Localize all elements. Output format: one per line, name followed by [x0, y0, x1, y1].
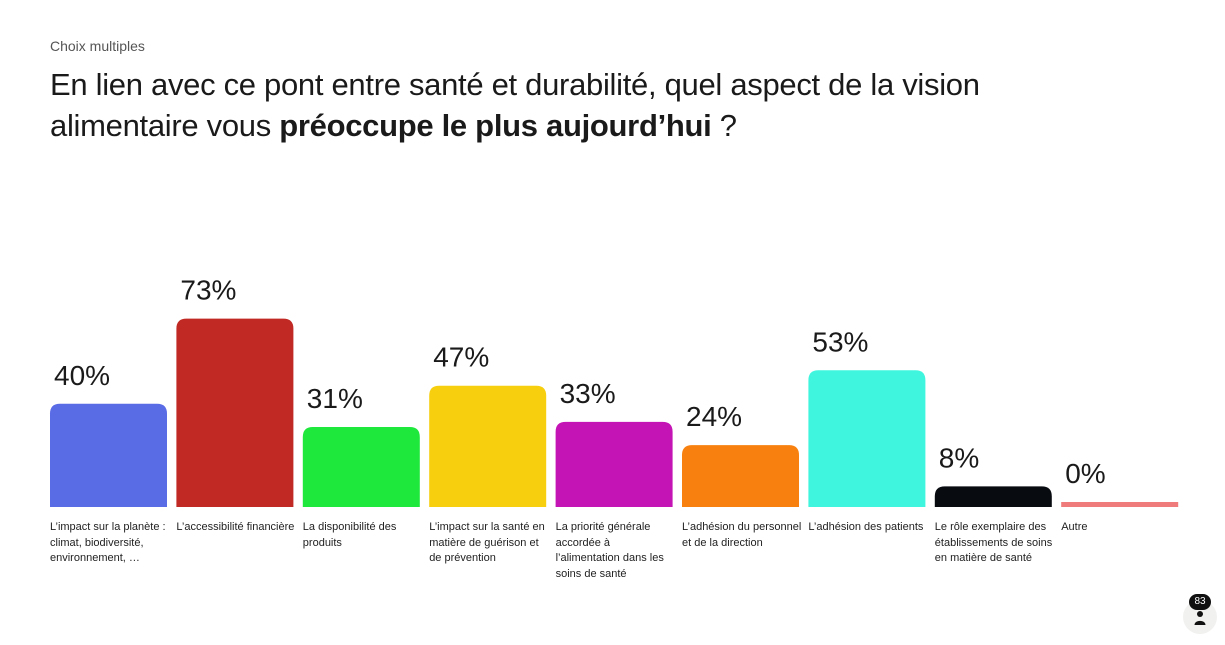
responses-count-badge: 83: [1189, 594, 1211, 610]
category-label-7: L’adhésion des patients: [808, 521, 924, 533]
value-label-2: 73%: [180, 275, 236, 306]
category-label-8: Le rôle exemplaire des établissements de…: [934, 521, 1053, 564]
category-label-2: L’accessibilité financière: [176, 521, 295, 533]
category-label-1: L’impact sur la planète : climat, biodiv…: [50, 521, 166, 564]
bar-2: [176, 318, 294, 507]
value-label-8: 8%: [939, 442, 979, 473]
question-text-part1: En lien avec ce pont entre santé et dura…: [50, 67, 980, 143]
value-label-5: 33%: [560, 378, 616, 409]
category-label-3: La disponibilité des produits: [302, 521, 397, 549]
category-label-4: L’impact sur la santé en matière de guér…: [429, 521, 545, 564]
bar-4: [429, 385, 547, 507]
value-label-4: 47%: [433, 342, 489, 373]
question-text-bold: préoccupe le plus aujourd’hui: [279, 108, 712, 143]
person-icon: [1194, 611, 1206, 625]
value-label-3: 31%: [307, 383, 363, 414]
bar-6: [682, 445, 799, 507]
category-label-5: La priorité générale accordée à l’alimen…: [555, 521, 664, 580]
question-title: En lien avec ce pont entre santé et dura…: [50, 64, 1130, 146]
category-label-6: L’adhésion du personnel et de la directi…: [682, 521, 802, 549]
category-label-9: Autre: [1061, 521, 1088, 533]
bar-1: [50, 403, 167, 507]
question-text-part2: ?: [711, 108, 737, 143]
question-type-label: Choix multiples: [50, 38, 145, 54]
bar-9: [1061, 502, 1179, 507]
bar-3: [302, 427, 420, 507]
value-label-9: 0%: [1065, 458, 1105, 489]
bar-8: [934, 486, 1052, 507]
value-label-7: 53%: [812, 326, 868, 357]
value-label-1: 40%: [54, 360, 110, 391]
value-label-6: 24%: [686, 401, 742, 432]
bar-7: [808, 370, 926, 507]
bar-5: [555, 421, 673, 507]
responses-counter[interactable]: 83: [1183, 594, 1217, 634]
